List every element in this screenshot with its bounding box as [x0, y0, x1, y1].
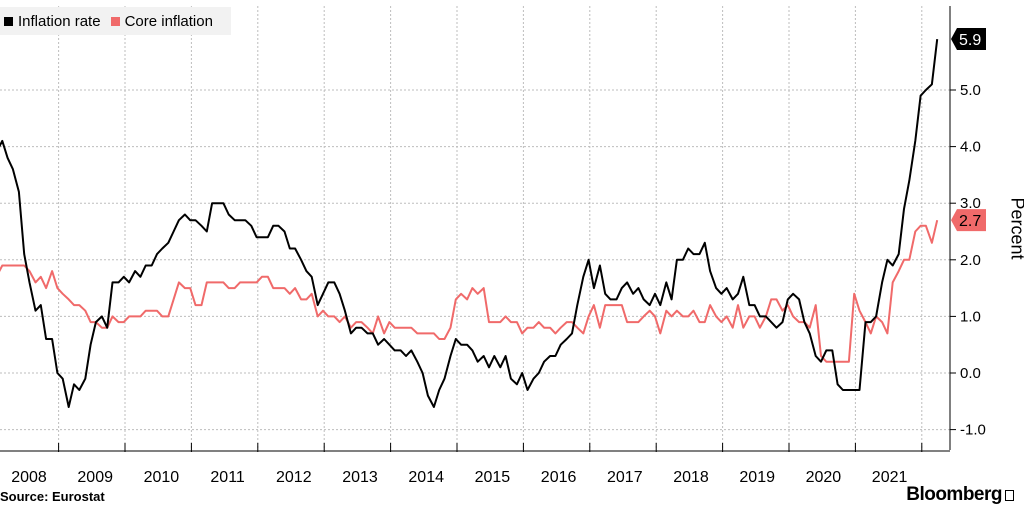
legend-label-inflation-rate: Inflation rate	[18, 12, 101, 30]
y-axis-label: Percent	[1007, 197, 1024, 260]
y-tick-label: 1.0	[960, 308, 981, 325]
end-label-inflation-rate: 5.9	[951, 28, 986, 51]
legend: Inflation rate Core inflation	[0, 7, 231, 35]
brand-logo: Bloomberg	[906, 484, 1014, 506]
legend-item-core-inflation[interactable]: Core inflation	[110, 12, 213, 30]
x-tick-label: 2012	[276, 469, 312, 486]
x-tick-label: 2013	[342, 469, 378, 486]
end-label-text: 5.9	[959, 32, 981, 49]
y-tick-label: 3.0	[960, 195, 981, 212]
y-axis: -1.0 0.0 1.0 2.0 3.0 4.0 5.0	[949, 6, 986, 450]
brand-text: Bloomberg	[906, 484, 1002, 505]
legend-swatch-inflation-rate	[4, 16, 13, 26]
legend-item-inflation-rate[interactable]: Inflation rate	[4, 13, 101, 30]
grid-lines	[0, 6, 950, 450]
x-tick-label: 2011	[210, 469, 245, 486]
x-tick-label: 2015	[475, 469, 511, 486]
x-axis: 2008 2009 2010 2011 2012 2013 2014 2015 2016 2017…	[0, 443, 950, 486]
x-tick-label: 2020	[806, 469, 842, 486]
x-tick-label: 2010	[144, 469, 180, 486]
end-label-box	[951, 28, 986, 51]
x-tick-label: 2014	[408, 469, 444, 486]
bloomberg-terminal-icon	[1005, 490, 1014, 501]
series-lines	[0, 38, 939, 408]
y-tick-label: 5.0	[960, 82, 981, 99]
legend-swatch-core-inflation	[110, 16, 120, 26]
series-line-core-inflation	[0, 219, 939, 363]
end-label-core-inflation: 2.7	[951, 209, 986, 232]
y-tick-label: 4.0	[960, 139, 981, 156]
y-tick-label: 2.0	[960, 252, 981, 269]
x-tick-label: 2019	[739, 469, 775, 486]
series-line-inflation-rate	[0, 38, 939, 408]
x-tick-label: 2017	[607, 469, 643, 486]
x-tick-label: 2018	[673, 469, 709, 486]
x-tick-label: 2021	[872, 469, 908, 486]
y-tick-label: 0.0	[960, 365, 981, 382]
legend-label-core-inflation: Core inflation	[124, 12, 213, 30]
end-label-text: 2.7	[959, 213, 981, 230]
y-tick-label: -1.0	[960, 422, 986, 439]
end-labels: 2.7 5.9	[951, 28, 986, 232]
end-label-box	[951, 209, 986, 232]
x-tick-label: 2008	[11, 469, 47, 486]
x-tick-label: 2009	[77, 469, 113, 486]
x-tick-label: 2016	[541, 469, 577, 486]
source-note: Source: Eurostat	[0, 489, 105, 504]
